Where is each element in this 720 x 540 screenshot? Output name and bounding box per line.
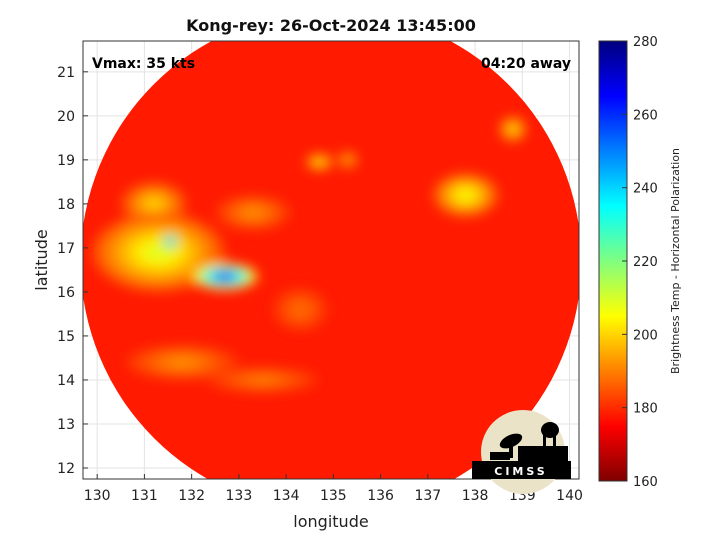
y-axis-ticks: 12 13 14 15 16 17 18 19 20 21 — [57, 65, 88, 477]
convection-cell — [191, 263, 258, 290]
x-tick-label: 130 — [84, 488, 111, 504]
convection-contour — [244, 208, 262, 217]
colorbar-tick-label: 180 — [633, 402, 658, 417]
vmax-annotation: Vmax: 35 kts — [92, 56, 195, 72]
y-axis-label: latitude — [32, 229, 51, 290]
x-axis-label: longitude — [293, 512, 368, 531]
y-tick-label: 12 — [57, 461, 75, 477]
y-tick-label: 14 — [57, 373, 75, 389]
chart-title: Kong-rey: 26-Oct-2024 13:45:00 — [186, 16, 476, 35]
cimss-logo: CIMSS — [472, 410, 571, 494]
x-tick-label: 133 — [226, 488, 253, 504]
x-tick-label: 136 — [367, 488, 394, 504]
convection-contour — [169, 358, 195, 367]
convection-cell — [305, 153, 334, 171]
convection-cell — [159, 232, 181, 251]
convection-contour — [250, 377, 275, 383]
y-tick-label: 21 — [57, 65, 75, 81]
convection-contour — [344, 157, 351, 162]
colorbar-tick-label: 200 — [633, 328, 658, 343]
x-tick-label: 140 — [556, 488, 583, 504]
time-away-annotation: 04:20 away — [481, 56, 571, 72]
convection-cell — [125, 344, 239, 380]
y-tick-label: 18 — [57, 197, 75, 213]
colorbar-tick-label: 260 — [633, 108, 658, 123]
x-tick-label: 131 — [131, 488, 158, 504]
convection-cell — [335, 151, 360, 169]
colorbar-ticks: 160 180 200 220 240 260 280 — [622, 35, 658, 490]
convection-cell — [215, 195, 291, 231]
convection-contour — [146, 199, 162, 209]
colorbar-tick-label: 220 — [633, 255, 658, 270]
plot-frame — [82, 40, 580, 480]
x-tick-label: 134 — [273, 488, 300, 504]
y-tick-label: 20 — [57, 109, 75, 125]
x-tick-label: 137 — [414, 488, 441, 504]
colorbar-tick-label: 240 — [633, 182, 658, 197]
y-tick-label: 15 — [57, 329, 75, 345]
convection-features — [92, 115, 528, 394]
x-tick-label: 132 — [178, 488, 205, 504]
y-tick-label: 19 — [57, 153, 75, 169]
colorbar-label: Brightness Temp - Horizontal Polarizatio… — [669, 148, 682, 374]
x-tick-label: 138 — [462, 488, 489, 504]
colorbar-tick-label: 160 — [633, 475, 658, 490]
convection-contour — [217, 273, 232, 280]
x-tick-label: 135 — [320, 488, 347, 504]
convection-contour — [294, 304, 307, 315]
convection-cell — [432, 173, 499, 218]
convection-cell — [205, 366, 320, 394]
convection-contour — [458, 190, 473, 200]
y-tick-label: 13 — [57, 417, 75, 433]
convection-cell — [498, 115, 528, 143]
x-axis-ticks: 130 131 132 133 134 135 136 137 138 139 140 — [84, 474, 583, 504]
logo-text: CIMSS — [494, 465, 547, 478]
colorbar: 160 180 200 220 240 260 280 Brightness Temp - … — [598, 35, 682, 490]
convection-contour — [509, 126, 516, 132]
convection-contour — [316, 160, 323, 165]
satellite-swath — [83, 41, 579, 479]
y-tick-label: 17 — [57, 241, 75, 257]
plot-area: 130 131 132 133 134 135 136 137 138 139 140 121314… — [57, 40, 583, 504]
convection-cell — [271, 287, 329, 332]
y-tick-label: 16 — [57, 285, 75, 301]
convection-contour — [168, 239, 173, 244]
logo-silhouette — [472, 422, 571, 479]
colorbar-tick-label: 280 — [633, 35, 658, 50]
